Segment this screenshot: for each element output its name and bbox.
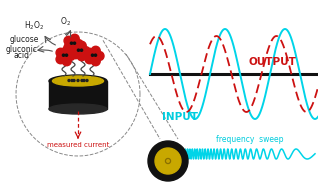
Circle shape [62,57,71,66]
Circle shape [89,51,99,61]
Circle shape [62,54,65,56]
Circle shape [85,48,94,57]
Circle shape [66,51,75,60]
Text: INPUT: INPUT [162,112,198,122]
Circle shape [71,80,73,81]
Circle shape [56,48,65,57]
Polygon shape [49,81,107,109]
Circle shape [62,46,71,55]
Circle shape [64,43,73,52]
Circle shape [77,49,80,51]
Circle shape [81,80,83,81]
Circle shape [60,51,70,61]
Circle shape [66,54,68,56]
Circle shape [91,46,100,55]
Circle shape [70,42,73,44]
Text: gluconic: gluconic [6,44,38,53]
Text: frequency  sweep: frequency sweep [216,136,284,145]
Circle shape [75,46,85,56]
Circle shape [70,34,79,43]
Circle shape [165,159,170,163]
Circle shape [71,50,80,59]
Circle shape [64,36,73,45]
Circle shape [56,55,65,64]
Circle shape [95,51,104,60]
Circle shape [80,49,83,51]
Circle shape [73,80,75,81]
Circle shape [74,40,83,49]
Circle shape [81,46,90,56]
Text: O$_2$: O$_2$ [59,16,71,28]
Circle shape [91,57,100,66]
Text: H$_2$O$_2$: H$_2$O$_2$ [24,20,44,32]
Ellipse shape [49,104,107,114]
Circle shape [167,160,169,162]
Circle shape [70,45,79,54]
Circle shape [77,80,79,81]
Text: glucose: glucose [9,35,39,43]
Text: OUTPUT: OUTPUT [248,57,296,67]
Circle shape [85,55,94,64]
Circle shape [148,141,188,181]
Text: measured current: measured current [47,142,109,148]
Circle shape [77,52,86,61]
Circle shape [155,148,181,174]
Text: acid: acid [14,51,30,60]
Ellipse shape [52,76,104,86]
Ellipse shape [49,75,107,87]
Circle shape [73,42,76,44]
Circle shape [68,80,70,81]
Circle shape [77,41,86,50]
Circle shape [71,43,80,52]
Circle shape [91,54,93,56]
Circle shape [68,39,78,49]
Circle shape [94,54,97,56]
Circle shape [86,80,88,81]
Circle shape [83,80,85,81]
